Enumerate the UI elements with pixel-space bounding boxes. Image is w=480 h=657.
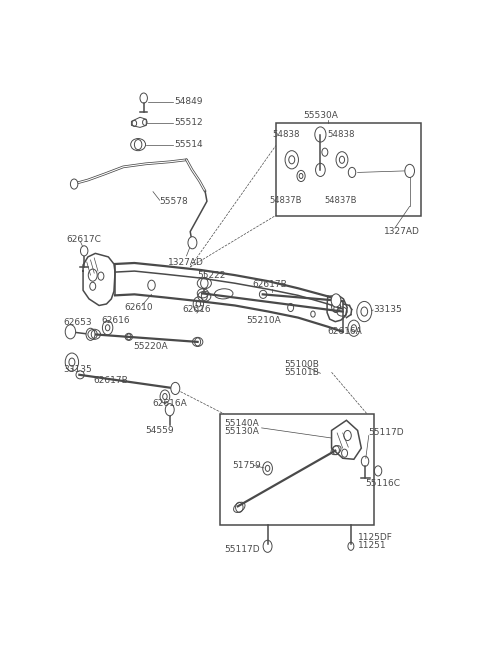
Circle shape — [81, 246, 88, 256]
Bar — [276, 123, 421, 216]
Text: 1327AD: 1327AD — [384, 227, 420, 236]
Text: 54837B: 54837B — [324, 196, 357, 205]
Text: 33135: 33135 — [373, 305, 402, 313]
Text: 55140A: 55140A — [225, 419, 259, 428]
Text: 55117D: 55117D — [369, 428, 404, 438]
Text: 62617B: 62617B — [94, 376, 128, 385]
Text: 1125DF: 1125DF — [358, 533, 393, 542]
Circle shape — [86, 328, 95, 340]
Text: 55512: 55512 — [175, 118, 203, 127]
Bar — [220, 414, 374, 525]
Circle shape — [188, 237, 197, 249]
Text: 33135: 33135 — [64, 365, 93, 374]
Text: 55100B: 55100B — [285, 359, 320, 369]
Circle shape — [331, 294, 341, 307]
Text: 55101B: 55101B — [285, 368, 320, 376]
Text: 54837B: 54837B — [270, 196, 302, 205]
Text: 1327AD: 1327AD — [168, 258, 204, 267]
Text: 62616A: 62616A — [328, 327, 362, 336]
Text: 62616: 62616 — [183, 305, 211, 313]
Text: 55222: 55222 — [197, 271, 225, 280]
Text: 62616: 62616 — [102, 316, 130, 325]
Text: 62653: 62653 — [64, 318, 92, 327]
Text: 62616A: 62616A — [152, 399, 187, 408]
Text: 55530A: 55530A — [303, 111, 338, 120]
Text: 62617B: 62617B — [252, 280, 288, 288]
Text: 54838: 54838 — [272, 130, 300, 139]
Text: 55514: 55514 — [175, 140, 203, 149]
Text: 11251: 11251 — [358, 541, 386, 551]
Text: 62617C: 62617C — [67, 235, 102, 244]
Text: 55116C: 55116C — [365, 479, 400, 488]
Circle shape — [65, 325, 76, 339]
Text: 55117D: 55117D — [225, 545, 260, 554]
Text: 55220A: 55220A — [133, 342, 168, 351]
Text: 54849: 54849 — [175, 97, 203, 106]
Text: 55130A: 55130A — [225, 428, 259, 436]
Text: 55578: 55578 — [160, 196, 189, 206]
Text: 55210A: 55210A — [246, 316, 281, 325]
Text: 51759: 51759 — [232, 461, 261, 470]
Text: 62610: 62610 — [124, 303, 153, 312]
Circle shape — [165, 403, 174, 416]
Circle shape — [71, 179, 78, 189]
Text: 54838: 54838 — [327, 130, 355, 139]
Text: 54559: 54559 — [145, 426, 174, 435]
Circle shape — [171, 382, 180, 394]
